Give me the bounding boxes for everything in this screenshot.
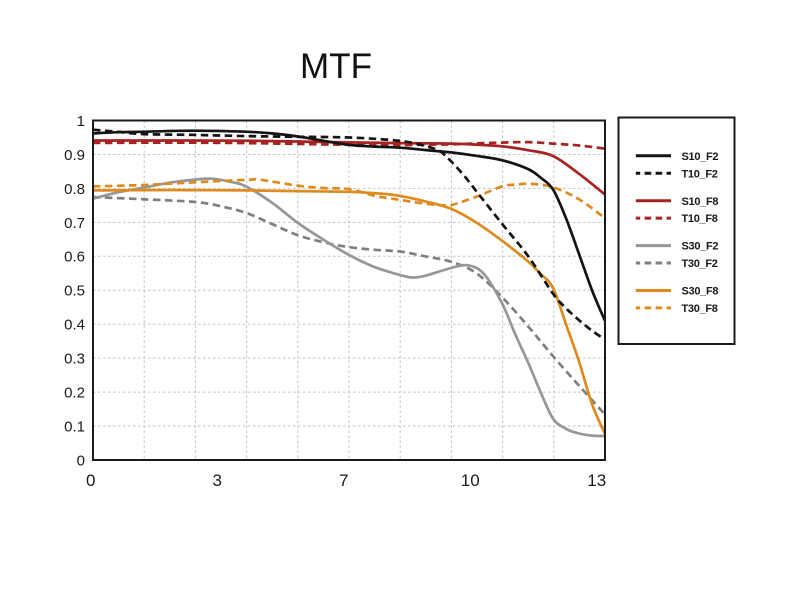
svg-text:1: 1: [77, 113, 85, 130]
svg-text:S10_F2: S10_F2: [682, 151, 719, 163]
svg-text:0.2: 0.2: [64, 385, 85, 402]
svg-text:0.3: 0.3: [64, 351, 85, 368]
svg-text:S30_F2: S30_F2: [682, 241, 719, 253]
svg-text:S30_F8: S30_F8: [682, 286, 719, 298]
svg-text:S10_F8: S10_F8: [682, 196, 719, 208]
svg-text:7: 7: [339, 471, 348, 490]
svg-text:T10_F8: T10_F8: [682, 213, 718, 225]
svg-text:0.4: 0.4: [64, 317, 85, 334]
svg-text:10: 10: [461, 471, 480, 490]
svg-text:T10_F2: T10_F2: [682, 168, 718, 180]
svg-text:0.7: 0.7: [64, 215, 85, 232]
svg-text:0.1: 0.1: [64, 418, 85, 435]
svg-text:0.5: 0.5: [64, 283, 85, 300]
svg-text:0.8: 0.8: [64, 181, 85, 198]
svg-text:0.9: 0.9: [64, 147, 85, 164]
svg-text:T30_F8: T30_F8: [682, 303, 718, 315]
svg-text:0: 0: [77, 452, 85, 469]
svg-text:T30_F2: T30_F2: [682, 258, 718, 270]
svg-text:0.6: 0.6: [64, 249, 85, 266]
svg-text:MTF: MTF: [300, 47, 372, 86]
svg-text:3: 3: [212, 471, 221, 490]
svg-text:13: 13: [587, 471, 606, 490]
svg-text:0: 0: [86, 471, 95, 490]
